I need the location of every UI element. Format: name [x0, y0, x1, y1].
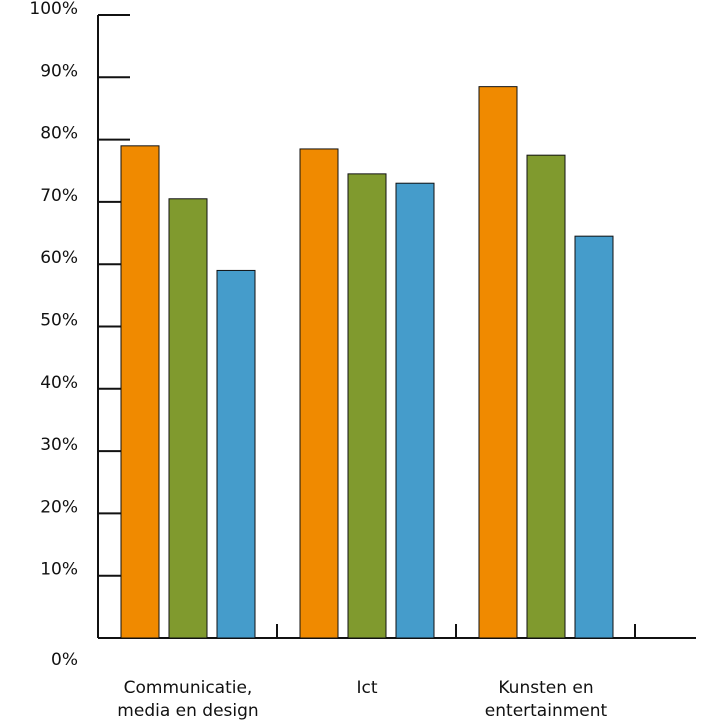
y-tick-label: 90% [40, 61, 78, 81]
bar-series-3-category-1 [216, 269, 256, 639]
y-tick-label: 0% [51, 650, 78, 670]
y-tick-label: 60% [40, 248, 78, 268]
bar-series-3-category-3 [574, 235, 614, 639]
y-tick-label: 50% [40, 311, 78, 331]
bar-series-1-category-1 [120, 145, 160, 639]
y-tick-label: 30% [40, 435, 78, 455]
bar-series-3-category-2 [395, 182, 435, 639]
x-category-labels: Communicatie, media en design Ict Kunsten e… [117, 678, 607, 721]
bar-series-2-category-2 [347, 173, 387, 639]
y-tick-label: 40% [40, 373, 78, 393]
y-tick-label: 100% [29, 0, 78, 19]
x-category-label: Communicatie, [124, 678, 253, 698]
y-tick-label: 80% [40, 124, 78, 144]
x-category-label: Kunsten en [498, 678, 593, 698]
x-category-label: Ict [356, 678, 377, 698]
y-tick-label: 20% [40, 497, 78, 517]
bar-series-2-category-1 [168, 198, 208, 639]
chart-bars [120, 86, 614, 639]
bar-series-2-category-3 [526, 154, 566, 639]
x-category-label: media en design [117, 701, 258, 721]
y-tick-label: 10% [40, 560, 78, 580]
y-tick-label: 70% [40, 186, 78, 206]
y-tick-labels: 0% 10% 20% 30% 40% 50% 60% 70% 80% 90% 100% [29, 0, 78, 670]
bar-series-1-category-2 [299, 148, 339, 639]
x-category-label: entertainment [485, 701, 608, 721]
bar-series-1-category-3 [478, 86, 518, 639]
